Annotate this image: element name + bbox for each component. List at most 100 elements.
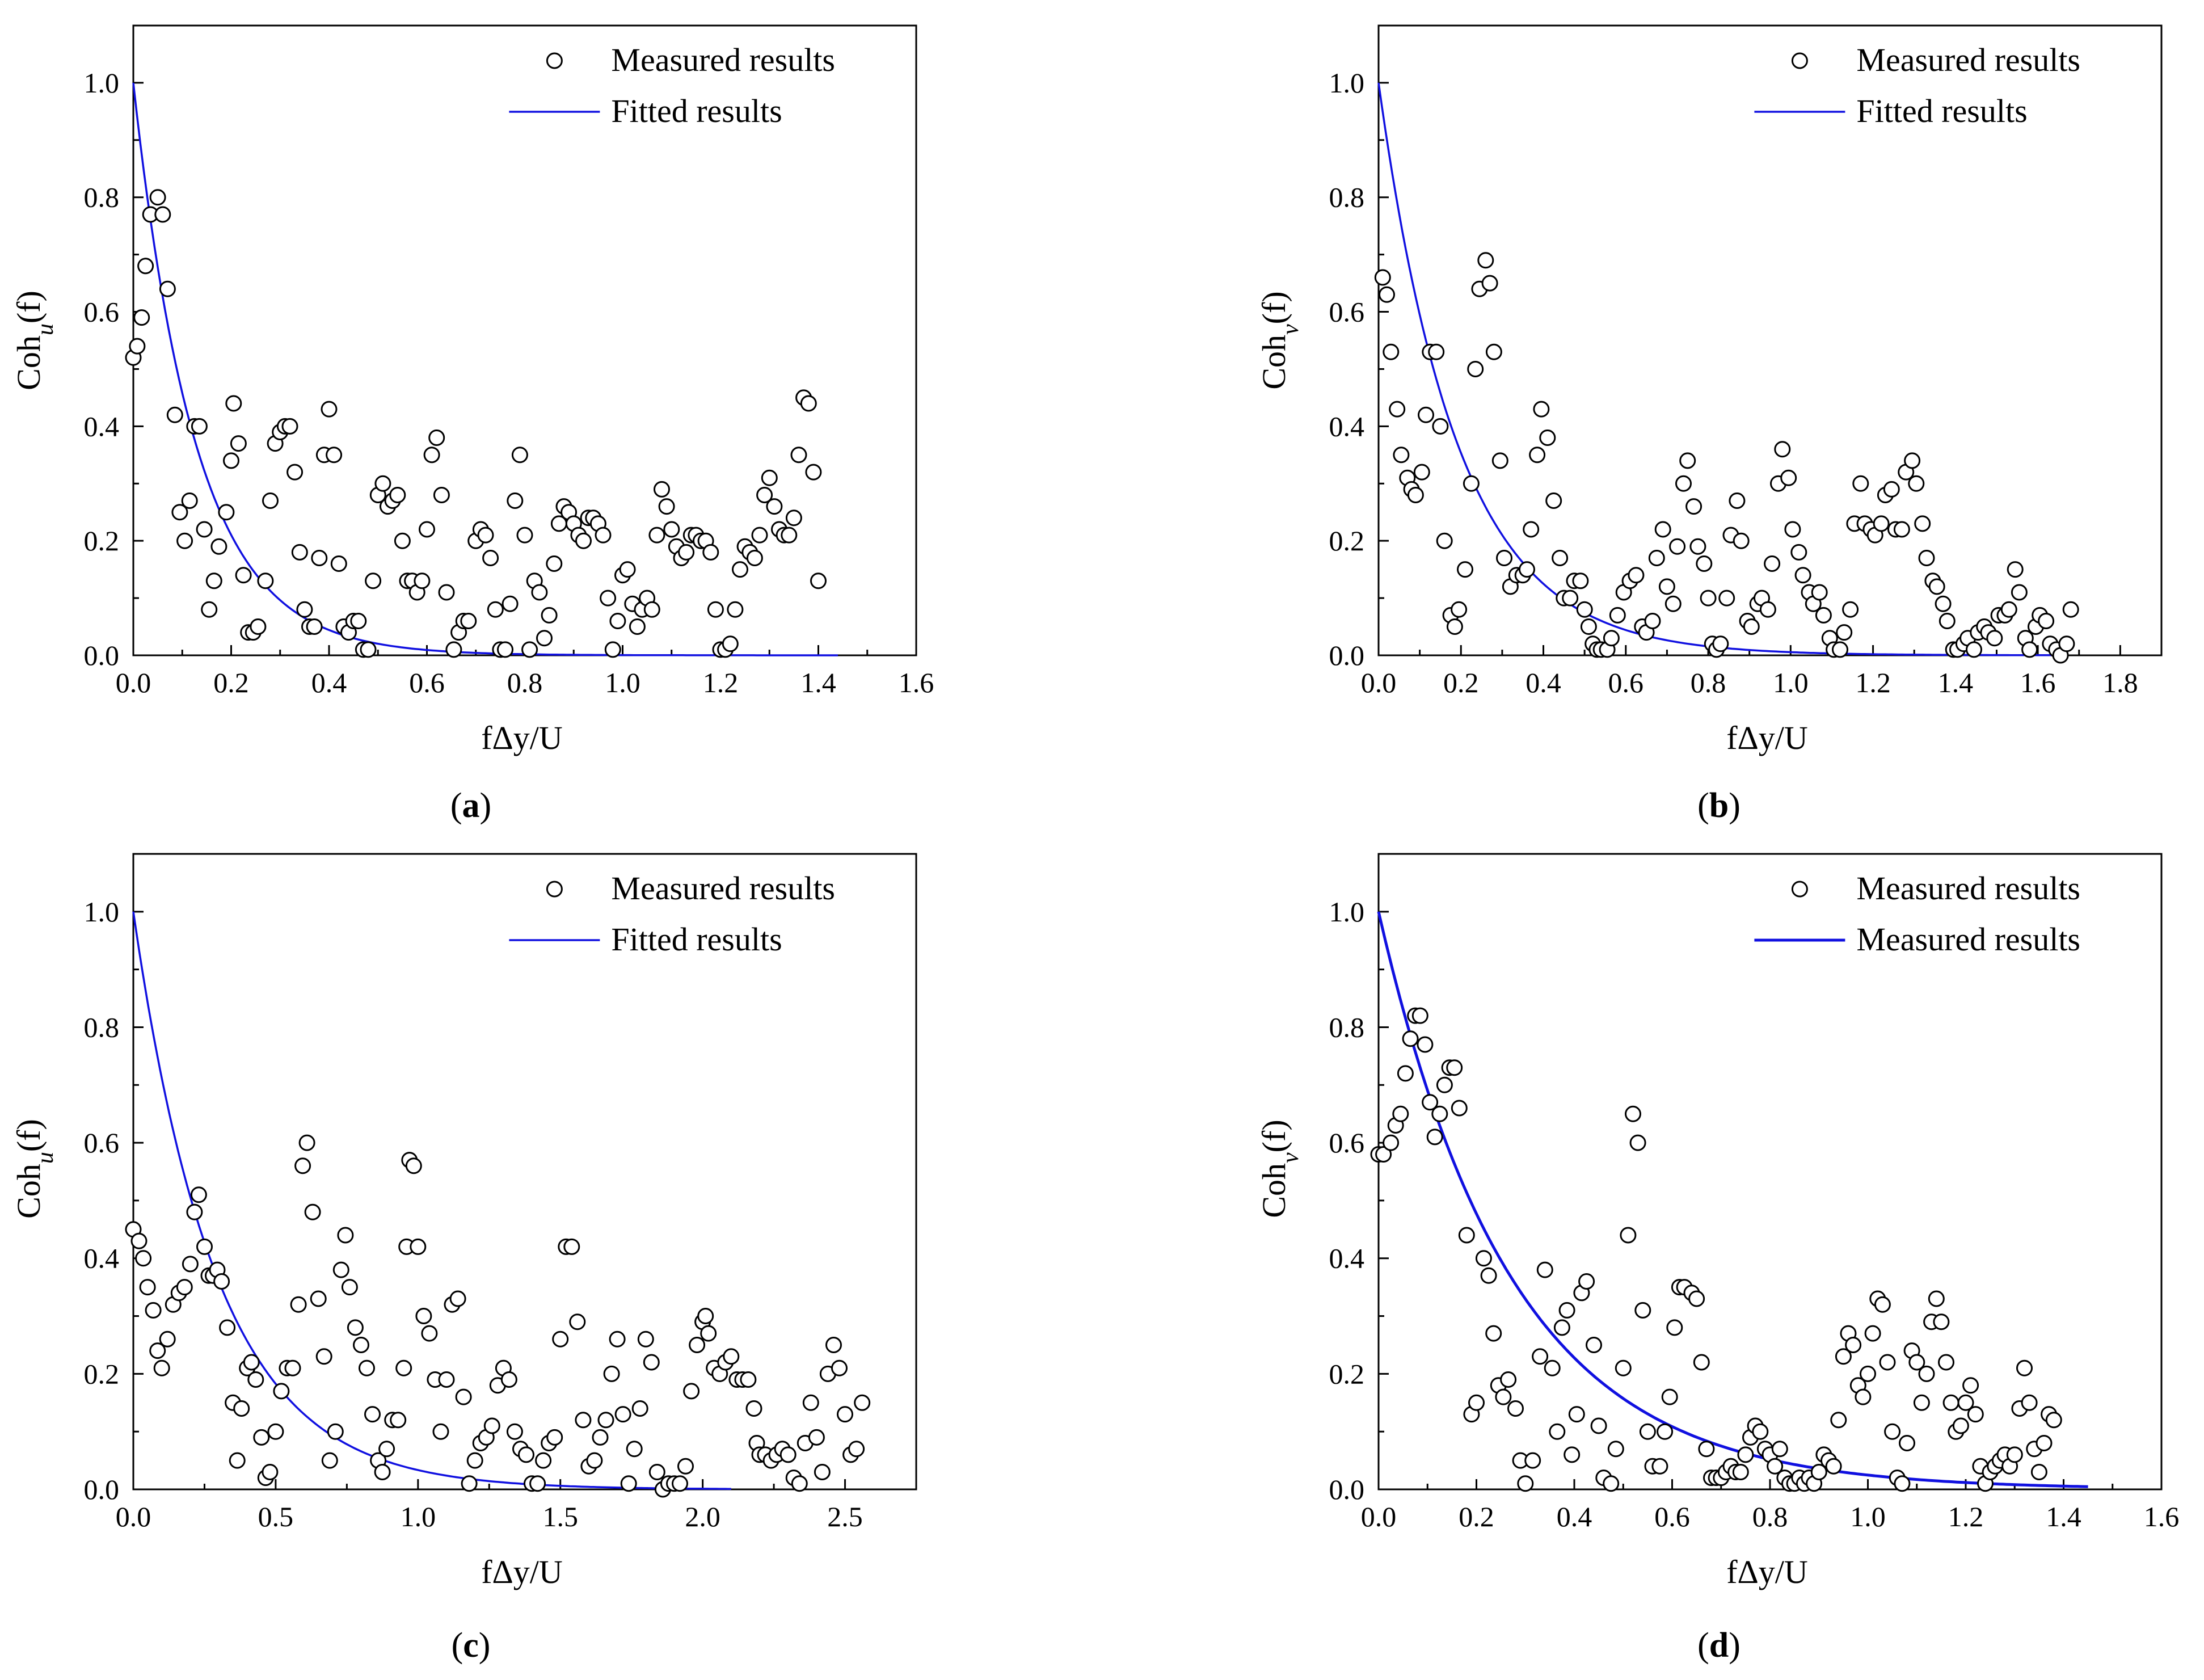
plot-frame-b xyxy=(1377,24,2163,656)
data-point-a xyxy=(707,601,724,618)
data-point-b xyxy=(1446,618,1463,635)
legend-label-markers-d: Measured results xyxy=(1856,870,2080,907)
data-point-d xyxy=(1620,1227,1637,1244)
legend-label-line-b: Fitted results xyxy=(1856,92,2027,129)
data-point-d xyxy=(1544,1359,1561,1376)
data-point-a xyxy=(521,641,538,658)
x-tick-label-b: 1.8 xyxy=(2102,667,2138,698)
x-tick-label-b: 0.0 xyxy=(1361,667,1397,698)
data-point-a xyxy=(805,464,822,481)
data-point-b xyxy=(1935,595,1952,612)
data-point-a xyxy=(477,527,494,544)
data-point-a xyxy=(218,504,235,521)
legend-marker-b xyxy=(1791,52,1808,69)
data-point-b xyxy=(1938,613,1956,629)
data-point-a xyxy=(507,492,524,509)
data-point-c xyxy=(569,1313,586,1330)
y-tick-label-d: 1.0 xyxy=(1329,896,1365,928)
data-point-c xyxy=(740,1371,757,1388)
data-point-a xyxy=(250,618,267,635)
x-tick-label-d: 0.0 xyxy=(1361,1501,1397,1532)
data-point-b xyxy=(2062,601,2079,618)
data-point-a xyxy=(394,532,411,549)
data-point-a xyxy=(766,498,783,515)
data-point-d xyxy=(1693,1354,1710,1371)
x-tick-label-a: 0.6 xyxy=(409,667,445,698)
data-point-d xyxy=(1737,1446,1754,1463)
y-tick-label-c: 1.0 xyxy=(84,896,120,928)
data-point-a xyxy=(196,521,213,538)
data-point-c xyxy=(415,1308,432,1324)
data-point-a xyxy=(502,595,519,612)
data-point-d xyxy=(1874,1296,1891,1313)
data-point-c xyxy=(149,1342,166,1359)
data-point-b xyxy=(1628,567,1645,584)
data-point-b xyxy=(1784,521,1801,538)
data-point-c xyxy=(135,1250,152,1267)
y-tick-label-a: 1.0 xyxy=(84,67,120,99)
data-point-d xyxy=(1446,1059,1463,1076)
data-point-a xyxy=(133,309,150,326)
data-point-a xyxy=(235,567,252,584)
data-point-c xyxy=(196,1238,213,1255)
data-point-b xyxy=(1418,406,1434,423)
data-point-b xyxy=(1811,584,1828,601)
data-point-c xyxy=(284,1359,301,1376)
data-point-c xyxy=(677,1458,694,1475)
data-point-c xyxy=(535,1452,552,1469)
data-point-c xyxy=(190,1186,207,1203)
data-point-b xyxy=(1393,447,1410,464)
x-tick-label-d: 0.2 xyxy=(1459,1501,1494,1532)
data-point-c xyxy=(359,1359,375,1376)
data-point-b xyxy=(1908,475,1925,492)
data-point-c xyxy=(837,1406,853,1423)
data-point-c xyxy=(229,1452,246,1469)
fitted-line-d xyxy=(1377,911,2088,1488)
data-point-d xyxy=(1899,1435,1915,1451)
legend-label-markers-a: Measured results xyxy=(611,41,835,78)
data-point-c xyxy=(304,1203,321,1220)
data-point-d xyxy=(1894,1475,1911,1492)
data-point-b xyxy=(1491,452,1508,469)
data-point-a xyxy=(609,613,626,629)
data-point-a xyxy=(360,641,377,658)
data-point-a xyxy=(433,487,450,503)
data-point-a xyxy=(374,475,391,492)
data-point-d xyxy=(1417,1036,1434,1053)
data-point-a xyxy=(751,527,768,544)
data-point-a xyxy=(223,452,239,469)
data-point-a xyxy=(678,544,695,561)
data-point-c xyxy=(643,1354,660,1371)
data-point-c xyxy=(689,1337,706,1353)
data-point-b xyxy=(1928,578,1945,595)
data-point-b xyxy=(1790,544,1807,561)
data-point-b xyxy=(1481,275,1498,292)
data-point-b xyxy=(1644,613,1661,629)
data-point-c xyxy=(597,1412,614,1429)
data-point-b xyxy=(1679,452,1696,469)
data-point-c xyxy=(159,1330,176,1348)
y-tick-label-a: 0.6 xyxy=(84,296,120,328)
data-point-c xyxy=(808,1429,825,1446)
data-point-b xyxy=(1815,607,1832,624)
data-point-a xyxy=(201,601,218,618)
data-point-b xyxy=(1485,343,1502,360)
y-tick-label-d: 0.8 xyxy=(1329,1011,1365,1043)
data-point-b xyxy=(2011,584,2028,601)
data-point-a xyxy=(487,601,504,618)
data-point-a xyxy=(423,447,440,464)
data-point-b xyxy=(1675,475,1692,492)
data-point-b xyxy=(1523,521,1540,538)
data-point-a xyxy=(643,601,660,618)
data-point-a xyxy=(330,555,347,572)
data-point-d xyxy=(1558,1302,1575,1319)
data-point-d xyxy=(1436,1076,1453,1093)
data-point-c xyxy=(364,1406,381,1423)
data-point-c xyxy=(321,1452,338,1469)
data-point-a xyxy=(191,418,208,435)
data-point-d xyxy=(1578,1273,1595,1290)
data-point-c xyxy=(341,1279,358,1296)
data-point-d xyxy=(1933,1313,1950,1330)
data-point-b xyxy=(1700,590,1717,607)
x-tick-label-c: 0.0 xyxy=(116,1501,151,1532)
